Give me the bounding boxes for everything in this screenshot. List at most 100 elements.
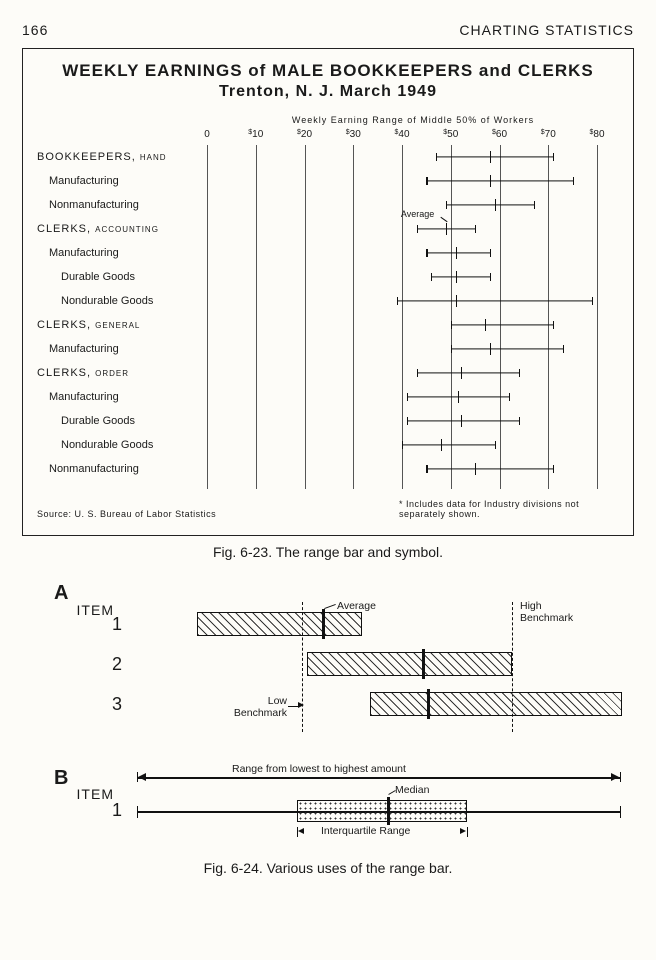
high-benchmark-label: HighBenchmark xyxy=(520,600,573,624)
fig-6-23: WEEKLY EARNINGS of MALE BOOKKEEPERS and … xyxy=(22,48,634,536)
arrow-end-tick xyxy=(620,772,621,782)
median-mark xyxy=(387,797,390,825)
arrowhead-icon xyxy=(460,828,466,834)
range-tick xyxy=(495,199,496,211)
range-tick xyxy=(458,391,459,403)
running-head: 166 CHARTING STATISTICS xyxy=(22,22,634,38)
row-label: Nonmanufacturing xyxy=(37,199,139,211)
range-tick xyxy=(553,465,554,473)
range-line xyxy=(426,180,572,181)
range-row: CLERKS, ACCOUNTING xyxy=(37,217,619,241)
range-tick xyxy=(451,345,452,353)
arrowhead-icon xyxy=(138,773,146,781)
range-tick xyxy=(475,225,476,233)
x-tick-label: $80 xyxy=(589,129,604,140)
average-mark xyxy=(427,689,430,719)
range-line xyxy=(451,324,553,325)
range-row: Durable Goods xyxy=(37,265,619,289)
fig623-footer: Source: U. S. Bureau of Labor Statistics… xyxy=(37,499,619,519)
range-row: CLERKS, GENERAL xyxy=(37,313,619,337)
arrowhead-icon xyxy=(298,702,304,708)
low-benchmark-label: LowBenchmark xyxy=(202,695,287,719)
range-tick xyxy=(485,319,486,331)
range-tick xyxy=(417,225,418,233)
range-tick xyxy=(519,369,520,377)
arrowhead-icon xyxy=(298,828,304,834)
range-row: CLERKS, ORDER xyxy=(37,361,619,385)
range-tick xyxy=(417,369,418,377)
x-tick-label: $20 xyxy=(297,129,312,140)
x-tick-label: $50 xyxy=(443,129,458,140)
range-row: Manufacturing xyxy=(37,169,619,193)
annotation-connector xyxy=(324,604,336,609)
range-tick xyxy=(456,295,457,307)
range-tick xyxy=(553,153,554,161)
range-line xyxy=(431,276,490,277)
row-label: CLERKS, ORDER xyxy=(37,367,129,379)
range-tick xyxy=(407,417,408,425)
range-tick xyxy=(446,201,447,209)
range-line xyxy=(417,372,519,373)
average-mark xyxy=(322,609,325,639)
range-tick xyxy=(441,439,442,451)
range-tick xyxy=(490,273,491,281)
item-number: 3 xyxy=(72,694,122,715)
item-number: 1 xyxy=(72,614,122,635)
range-tick xyxy=(431,273,432,281)
range-line xyxy=(402,444,495,445)
row-label: Manufacturing xyxy=(37,175,119,187)
range-label: Range from lowest to highest amount xyxy=(232,763,406,775)
range-tick xyxy=(436,153,437,161)
range-tick xyxy=(592,297,593,305)
x-tick-label: $70 xyxy=(541,129,556,140)
range-tick xyxy=(426,465,427,473)
range-tick xyxy=(397,297,398,305)
x-tick-label: $30 xyxy=(346,129,361,140)
range-arrow-line xyxy=(137,777,620,779)
row-label: Manufacturing xyxy=(37,343,119,355)
x-tick-label: $10 xyxy=(248,129,263,140)
row-label: CLERKS, GENERAL xyxy=(37,319,140,331)
range-row: BOOKKEEPERS, HAND xyxy=(37,145,619,169)
range-line xyxy=(436,156,553,157)
range-tick xyxy=(461,415,462,427)
range-tick xyxy=(490,343,491,355)
range-row: Nonmanufacturing xyxy=(37,193,619,217)
x-tick-label: 0 xyxy=(204,129,210,140)
range-bar xyxy=(370,692,622,716)
plot-area: BOOKKEEPERS, HAND Manufacturing Nonmanufac… xyxy=(37,145,619,489)
range-tick xyxy=(519,417,520,425)
x-tick-label: $60 xyxy=(492,129,507,140)
range-tick xyxy=(475,463,476,475)
iqr-tick xyxy=(467,827,468,837)
range-tick xyxy=(456,247,457,259)
whisker-end-tick xyxy=(620,806,621,818)
range-tick xyxy=(426,177,427,185)
range-line xyxy=(426,252,489,253)
range-tick xyxy=(446,223,447,235)
range-line xyxy=(446,204,534,205)
iqr-label: Interquartile Range xyxy=(321,825,410,837)
range-tick xyxy=(534,201,535,209)
fig-6-24: A ITEM B ITEM 123AverageHighBenchmarkLow… xyxy=(22,582,634,852)
fig623-source: Source: U. S. Bureau of Labor Statistics xyxy=(37,509,216,519)
range-tick xyxy=(490,249,491,257)
range-line xyxy=(426,468,553,469)
range-tick xyxy=(553,321,554,329)
median-label: Median xyxy=(395,784,429,796)
fig624-caption: Fig. 6-24. Various uses of the range bar… xyxy=(22,860,634,876)
fig623-footnote: * Includes data for Industry divisions n… xyxy=(399,499,619,519)
page: 166 CHARTING STATISTICS WEEKLY EARNINGS … xyxy=(0,0,656,960)
fig623-title: WEEKLY EARNINGS of MALE BOOKKEEPERS and … xyxy=(37,61,619,81)
range-tick xyxy=(490,175,491,187)
x-tick-label: $40 xyxy=(394,129,409,140)
page-number: 166 xyxy=(22,22,48,38)
iqr-box xyxy=(297,800,467,822)
row-label: Manufacturing xyxy=(37,391,119,403)
average-annotation: Average xyxy=(401,209,434,219)
fig623-caption: Fig. 6-23. The range bar and symbol. xyxy=(22,544,634,560)
row-label: Nondurable Goods xyxy=(37,295,153,307)
average-mark xyxy=(422,649,425,679)
item-number: 1 xyxy=(72,800,122,821)
range-line xyxy=(451,348,563,349)
